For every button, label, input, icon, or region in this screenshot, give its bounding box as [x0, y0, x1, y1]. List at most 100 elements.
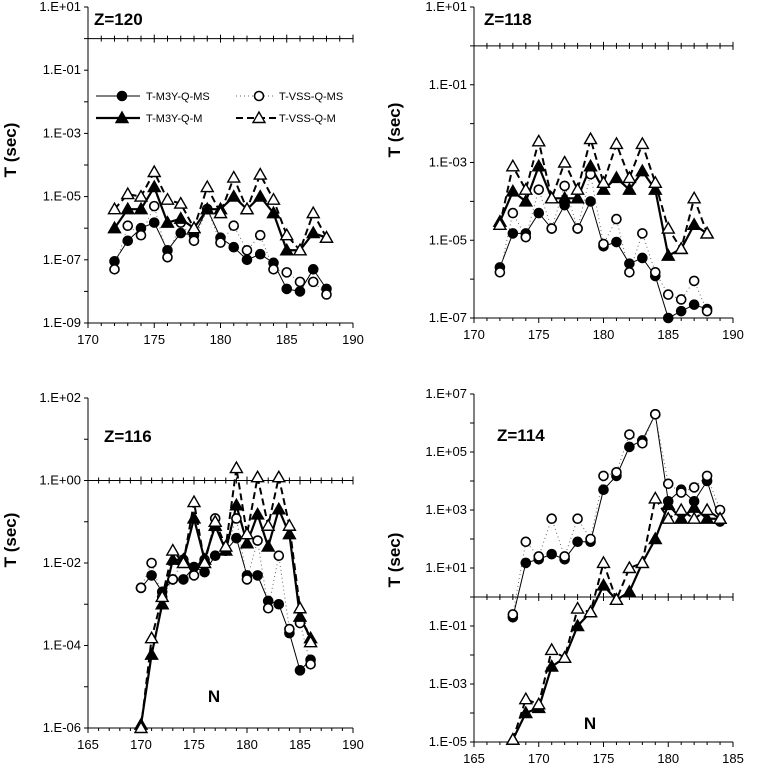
- data-point: [701, 470, 713, 482]
- data-point: [686, 511, 702, 524]
- data-point: [688, 299, 700, 310]
- series-line: [511, 502, 721, 741]
- x-tick-label: 170: [77, 332, 99, 347]
- data-point: [598, 484, 609, 496]
- data-point: [546, 513, 558, 525]
- x-axis-label: N: [584, 714, 596, 733]
- panel-title: Z=116: [104, 427, 152, 446]
- data-point: [518, 691, 534, 705]
- data-point: [284, 623, 295, 635]
- data-point: [122, 235, 134, 247]
- data-point: [146, 570, 157, 581]
- y-axis-label: T (sec): [385, 533, 404, 588]
- data-point: [635, 163, 650, 177]
- data-point: [505, 184, 521, 197]
- data-point: [226, 170, 241, 183]
- data-point: [120, 186, 135, 200]
- data-point: [635, 555, 650, 569]
- data-point: [165, 552, 181, 565]
- y-tick-label: 1.E+02: [39, 390, 81, 405]
- data-point: [585, 196, 596, 207]
- y-tick-label: 1.E-07: [43, 252, 81, 267]
- x-tick-label: 190: [342, 737, 364, 752]
- data-point: [624, 258, 635, 269]
- data-point: [507, 228, 519, 239]
- data-point: [583, 131, 598, 145]
- data-point: [699, 511, 715, 524]
- data-point: [188, 235, 200, 247]
- data-point: [279, 227, 294, 241]
- legend-marker: [251, 110, 267, 124]
- data-point: [321, 289, 332, 300]
- data-point: [648, 491, 663, 504]
- data-point: [662, 289, 674, 300]
- data-point: [611, 236, 622, 248]
- data-point: [266, 205, 281, 219]
- y-tick-label: 1.E-05: [43, 189, 81, 204]
- data-point: [598, 238, 609, 250]
- data-point: [107, 201, 122, 215]
- data-point: [494, 266, 506, 278]
- legend: T-M3Y-Q-MS T-VSS-Q-MS T-M3Y-Q-M T-VSS-Q-M: [96, 90, 343, 125]
- data-point: [520, 231, 532, 243]
- data-point: [173, 211, 188, 224]
- data-point: [294, 286, 306, 297]
- legend-marker: [114, 110, 130, 124]
- data-point: [175, 227, 187, 239]
- data-point: [292, 242, 308, 256]
- data-point: [622, 584, 637, 598]
- panel-title: Z=118: [484, 10, 532, 29]
- data-point: [279, 242, 294, 256]
- data-point: [239, 526, 255, 540]
- data-point: [596, 175, 611, 189]
- data-point: [154, 589, 170, 603]
- data-point: [583, 604, 598, 618]
- data-point: [544, 659, 559, 672]
- data-point: [686, 190, 702, 204]
- data-point: [570, 601, 585, 614]
- data-point: [282, 526, 297, 540]
- data-point: [239, 535, 255, 549]
- data-point: [303, 634, 318, 648]
- data-point: [648, 182, 663, 195]
- data-point: [557, 190, 572, 204]
- data-point: [109, 264, 120, 275]
- data-point: [688, 482, 700, 493]
- data-point: [160, 215, 175, 228]
- data-point: [699, 225, 715, 239]
- data-point: [173, 196, 188, 209]
- data-point: [199, 566, 210, 578]
- data-point: [241, 574, 253, 585]
- data-point: [178, 574, 189, 585]
- data-point: [583, 158, 598, 172]
- y-tick-label: 1.E+07: [425, 386, 467, 401]
- data-point: [176, 555, 191, 569]
- data-point: [144, 647, 159, 660]
- data-point: [505, 158, 521, 172]
- data-point: [146, 557, 157, 569]
- data-point: [281, 283, 293, 295]
- data-point: [533, 207, 545, 219]
- legend-label: T-VSS-Q-M: [279, 113, 336, 125]
- data-point: [570, 190, 585, 204]
- panel-z114: 1.E+07 1.E+05 1.E+03 1.E+01 1.E-01 1.E-03 1.E-…: [385, 386, 744, 763]
- data-point: [271, 501, 287, 515]
- data-point: [533, 551, 545, 562]
- data-point: [144, 630, 159, 644]
- data-point: [596, 578, 611, 591]
- data-point: [306, 205, 321, 219]
- data-point: [186, 511, 202, 524]
- y-tick-label: 1.E-03: [429, 155, 467, 170]
- x-tick-label: 170: [463, 327, 485, 342]
- y-tick-label: 1.E-03: [43, 125, 81, 140]
- data-point: [596, 555, 611, 569]
- data-point: [262, 602, 274, 614]
- data-point: [609, 170, 624, 184]
- data-point: [266, 192, 281, 205]
- y-tick-label: 1.E-05: [429, 734, 467, 749]
- data-point: [218, 539, 234, 552]
- data-point: [200, 201, 215, 215]
- data-point: [213, 205, 228, 219]
- x-tick-label: 175: [183, 737, 205, 752]
- data-point: [253, 167, 268, 180]
